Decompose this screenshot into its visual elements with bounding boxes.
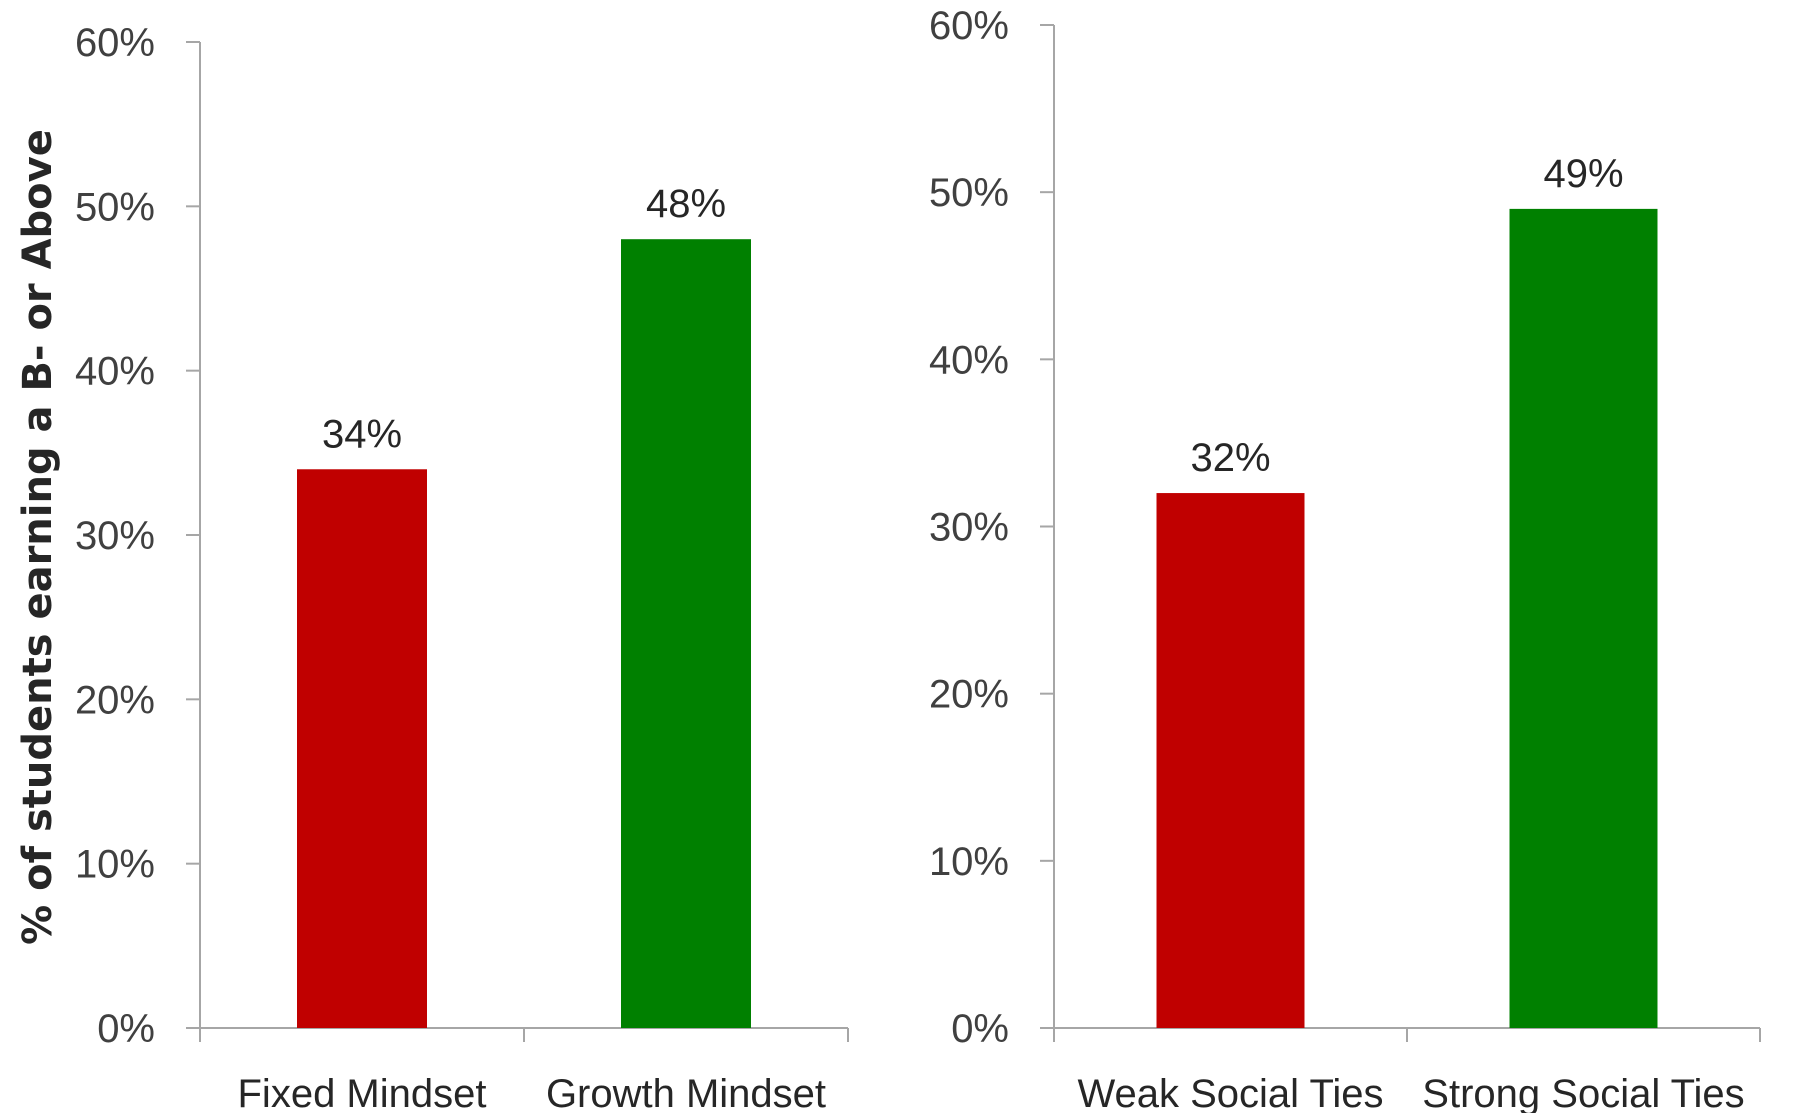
x-category-label: Strong Social Ties: [1422, 1072, 1744, 1113]
data-label: 48%: [646, 182, 726, 226]
y-tick-label: 40%: [75, 350, 155, 394]
data-label: 32%: [1190, 436, 1270, 480]
y-tick-label: 20%: [75, 678, 155, 722]
y-tick-label: 40%: [929, 338, 1009, 382]
y-tick-label: 30%: [75, 514, 155, 558]
y-tick-label: 0%: [97, 1007, 155, 1051]
x-category-label: Growth Mindset: [546, 1072, 826, 1113]
y-tick-label: 60%: [929, 4, 1009, 48]
y-tick-label: 30%: [929, 506, 1009, 550]
bar: [297, 469, 427, 1028]
bar: [1509, 208, 1658, 1029]
chart-panel-mindset: 0% 10% 20% 30% 40% 50% 60% 34% Fixed Mindset 48% G…: [75, 21, 849, 1113]
data-label: 49%: [1543, 152, 1623, 196]
y-axis-title: % of students earning a B- or Above: [15, 129, 61, 945]
y-tick-label: 10%: [75, 843, 155, 887]
chart-panel-social-ties: 0% 10% 20% 30% 40% 50% 60% 32% Weak Social Ties 4…: [929, 4, 1761, 1113]
bar: [1156, 493, 1305, 1029]
y-tick-label: 50%: [929, 171, 1009, 215]
y-tick-label: 50%: [75, 185, 155, 229]
y-tick-label: 10%: [929, 840, 1009, 884]
bar: [621, 239, 751, 1028]
data-label: 34%: [322, 412, 402, 456]
y-tick-label: 0%: [951, 1007, 1009, 1051]
x-category-label: Weak Social Ties: [1077, 1072, 1383, 1113]
y-tick-label: 60%: [75, 21, 155, 65]
y-tick-label: 20%: [929, 673, 1009, 717]
x-category-label: Fixed Mindset: [238, 1072, 487, 1113]
